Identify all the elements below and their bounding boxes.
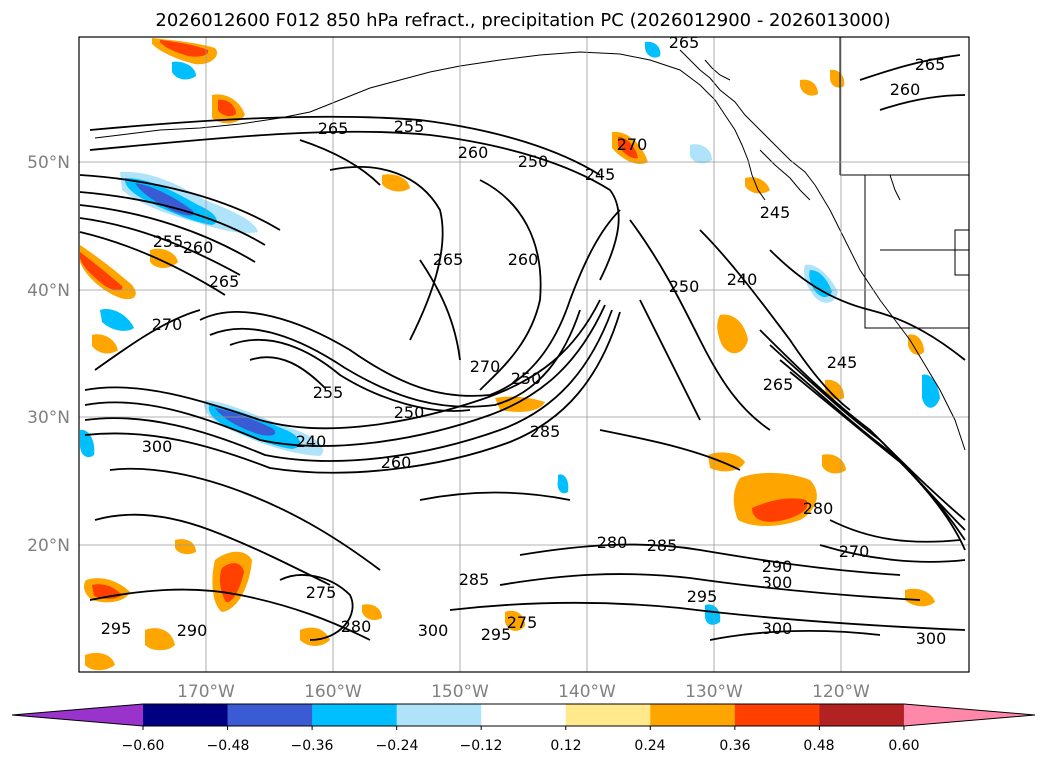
- contour-label: 275: [306, 583, 337, 602]
- contour-label: 240: [296, 432, 327, 451]
- colorbar-swatch: [481, 704, 567, 726]
- contour-label: 250: [511, 369, 542, 388]
- contour-label: 245: [827, 353, 858, 372]
- lat-label: 50°N: [27, 153, 70, 173]
- contour-label: 300: [762, 573, 793, 592]
- contour-label: 250: [394, 403, 425, 422]
- contour-label: 300: [418, 621, 449, 640]
- lat-label: 40°N: [27, 281, 70, 301]
- colorbar-swatch: [143, 704, 229, 726]
- contour-label: 270: [617, 135, 648, 154]
- contour-label: 260: [890, 80, 921, 99]
- contour-label: 265: [209, 272, 240, 291]
- contour-label: 300: [142, 437, 173, 456]
- contour-label: 265: [433, 250, 464, 269]
- contour-label: 285: [647, 536, 678, 555]
- colorbar-extension-low: [12, 704, 143, 726]
- longitude-labels: 170°W 160°W 150°W 140°W 130°W 120°W: [177, 682, 870, 702]
- colorbar-swatch: [565, 704, 651, 726]
- contour-label: 280: [803, 499, 834, 518]
- contour-label: 290: [762, 557, 793, 576]
- contour-label: 285: [459, 570, 490, 589]
- contour-label: 260: [508, 250, 539, 269]
- lat-label: 20°N: [27, 536, 70, 556]
- contour-label: 285: [530, 422, 561, 441]
- contour-label: 255: [394, 117, 425, 136]
- contour-label: 260: [458, 143, 489, 162]
- lon-label: 170°W: [177, 682, 235, 702]
- contour-label: 240: [727, 270, 758, 289]
- lat-label: 30°N: [27, 408, 70, 428]
- colorbar-swatch: [650, 704, 736, 726]
- colorbar-tick-label: −0.36: [291, 738, 334, 754]
- refractivity-contours: [79, 54, 966, 641]
- colorbar-tick-label: 0.60: [888, 738, 919, 754]
- contour-label: 300: [916, 629, 947, 648]
- colorbar-tick-label: −0.60: [122, 738, 165, 754]
- contour-label: 245: [760, 203, 791, 222]
- latitude-labels: 50°N 40°N 30°N 20°N: [27, 153, 70, 556]
- lon-label: 130°W: [685, 682, 743, 702]
- contour-label: 245: [585, 165, 616, 184]
- contour-label: 280: [597, 533, 628, 552]
- colorbar-extension-high: [903, 704, 1035, 726]
- contour-label: 255: [313, 383, 344, 402]
- contour-label: 250: [518, 152, 549, 171]
- colorbar-tick-label: 0.24: [634, 738, 665, 754]
- contour-label: 300: [762, 619, 793, 638]
- contour-label: 250: [669, 277, 700, 296]
- colorbar-tick-label: 0.36: [719, 738, 750, 754]
- lon-label: 160°W: [304, 682, 362, 702]
- colorbar: [11, 703, 1036, 730]
- coastlines: [94, 37, 969, 451]
- contour-label: 280: [341, 617, 372, 636]
- contour-label: 260: [183, 238, 214, 257]
- contour-label: 270: [839, 542, 870, 561]
- lon-label: 150°W: [431, 682, 489, 702]
- contour-label: 295: [481, 625, 512, 644]
- contour-label: 270: [152, 315, 183, 334]
- colorbar-swatch: [734, 704, 820, 726]
- contour-label: 270: [470, 357, 501, 376]
- colorbar-tick-label: 0.48: [803, 738, 834, 754]
- contour-label: 255: [153, 232, 184, 251]
- map-title: 2026012600 F012 850 hPa refract., precip…: [155, 10, 890, 31]
- colorbar-tick-label: −0.12: [460, 738, 503, 754]
- lon-label: 140°W: [558, 682, 616, 702]
- contour-label: 290: [177, 621, 208, 640]
- colorbar-tick-label: 0.12: [550, 738, 581, 754]
- contour-label: 265: [763, 375, 794, 394]
- contour-label: 265: [318, 119, 349, 138]
- colorbar-swatch: [312, 704, 398, 726]
- colorbar-tick-label: −0.24: [376, 738, 419, 754]
- map-frame: [78, 36, 970, 673]
- colorbar-swatch: [819, 704, 905, 726]
- colorbar-swatch: [227, 704, 313, 726]
- precipitation-shading: [80, 38, 940, 671]
- contour-label: 265: [915, 55, 946, 74]
- contour-label: 265: [669, 33, 700, 52]
- contour-label: 295: [101, 619, 132, 638]
- contour-label: 295: [687, 587, 718, 606]
- contour-labels: 265 255 260 250 245 270 265 260 240 250 …: [101, 33, 947, 648]
- colorbar-tick-label: −0.48: [207, 738, 250, 754]
- contour-label: 275: [507, 613, 538, 632]
- colorbar-swatch: [396, 704, 482, 726]
- lon-label: 120°W: [812, 682, 870, 702]
- contour-label: 260: [381, 453, 412, 472]
- colorbar-tick-labels: −0.60 −0.48 −0.36 −0.24 −0.12 0.12 0.24 …: [122, 738, 920, 754]
